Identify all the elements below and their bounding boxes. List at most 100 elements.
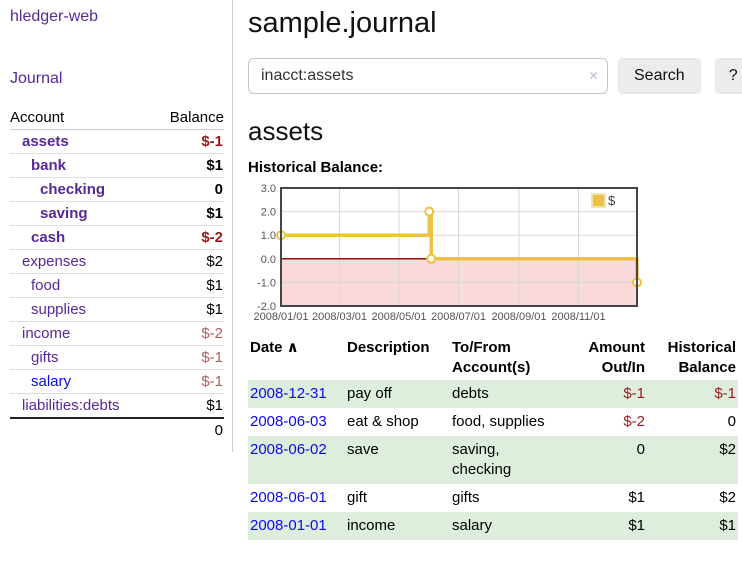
transaction-accounts: debts (450, 380, 562, 408)
register-row: 2008-06-01 gift gifts $1 $2 (248, 484, 738, 512)
account-balance: $1 (153, 297, 224, 322)
svg-text:2008/07/01: 2008/07/01 (431, 311, 486, 323)
historical-balance-chart: $3.0 2.0 1.0 0.0 -1.0 -2.0 2008/01/01 2008/03/0… (248, 184, 742, 324)
account-balance: $2 (153, 249, 224, 274)
svg-text:2008/11/01: 2008/11/01 (551, 311, 605, 323)
register-row: 2008-06-02 save saving, checking 0 $2 (248, 436, 738, 484)
accounts-table: Account Balance assets $-1 bank $1 checking 0… (10, 106, 224, 442)
account-link[interactable]: food (31, 277, 61, 294)
account-link[interactable]: saving (40, 205, 88, 222)
transaction-accounts: food, supplies (452, 413, 545, 430)
transaction-description: gift (347, 489, 368, 506)
account-link[interactable]: supplies (31, 301, 87, 318)
account-link[interactable]: expenses (22, 253, 87, 270)
page: hledger-web Journal Account Balance asse… (0, 0, 742, 540)
account-balance: $1 (153, 273, 224, 298)
account-row: expenses $2 (10, 249, 224, 274)
account-row: supplies $1 (10, 297, 224, 322)
svg-text:2008/05/01: 2008/05/01 (371, 311, 426, 323)
register-header-description: Description (347, 339, 430, 356)
svg-text:2.0: 2.0 (261, 207, 276, 219)
account-link[interactable]: income (22, 325, 71, 342)
account-balance: $1 (153, 153, 224, 178)
transaction-balance: $-1 (647, 380, 738, 408)
help-button[interactable]: ? (714, 58, 742, 94)
transaction-date-link[interactable]: 2008-12-31 (250, 385, 327, 402)
account-link[interactable]: salary (31, 373, 72, 390)
svg-text:-2.0: -2.0 (257, 301, 276, 313)
account-row: gifts $-1 (10, 345, 224, 370)
account-link[interactable]: liabilities:debts (22, 397, 120, 414)
svg-text:2008/09/01: 2008/09/01 (491, 311, 546, 323)
account-link[interactable]: cash (31, 229, 66, 246)
register-row: 2008-12-31 pay off debts $-1 $-1 (248, 380, 738, 408)
register-header-historical: Historical Balance (667, 339, 736, 376)
account-link[interactable]: assets (22, 133, 69, 150)
accounts-header-balance: Balance (153, 106, 224, 130)
account-row: income $-2 (10, 321, 224, 346)
transaction-balance: $2 (647, 436, 738, 484)
transaction-amount: $-1 (562, 380, 647, 408)
transaction-amount: $-2 (623, 413, 645, 430)
svg-text:2008/03/01: 2008/03/01 (312, 311, 367, 323)
search-button[interactable]: Search (618, 58, 701, 94)
sort-ascending-icon[interactable]: ∧ (282, 339, 299, 356)
main-content: sample.journal × Search ? assets Histori… (233, 0, 742, 540)
svg-text:0.0: 0.0 (261, 254, 276, 266)
account-balance: $-1 (153, 369, 224, 394)
account-balance: $-1 (153, 345, 224, 370)
sidebar-item-journal[interactable]: Journal (10, 70, 63, 87)
transaction-date-link[interactable]: 2008-06-01 (250, 489, 327, 506)
transaction-date-link[interactable]: 2008-01-01 (250, 517, 327, 534)
register-header-tofrom: To/From Account(s) (452, 339, 531, 376)
account-link[interactable]: checking (40, 181, 106, 198)
svg-text:3.0: 3.0 (261, 184, 276, 195)
transaction-description: eat & shop (347, 413, 419, 430)
svg-text:1.0: 1.0 (261, 230, 276, 242)
account-row: checking 0 (10, 177, 224, 202)
transaction-balance: $2 (719, 489, 736, 506)
brand-link[interactable]: hledger-web (10, 8, 99, 25)
clear-search-icon[interactable]: × (589, 67, 598, 85)
sidebar: hledger-web Journal Account Balance asse… (0, 0, 233, 452)
transaction-accounts: salary (450, 512, 562, 540)
search-form: × Search ? (248, 58, 742, 94)
transaction-date-link[interactable]: 2008-06-03 (250, 413, 327, 430)
account-row: assets $-1 (10, 130, 224, 154)
search-input-wrap: × (248, 58, 608, 94)
account-link[interactable]: gifts (31, 349, 59, 366)
transaction-amount: $1 (562, 512, 647, 540)
register-header-date[interactable]: Date ∧ (250, 339, 299, 356)
search-input[interactable] (248, 58, 608, 94)
account-balance: $1 (153, 201, 224, 226)
account-row: salary $-1 (10, 369, 224, 394)
register-header-amount: Amount Out/In (588, 339, 645, 376)
transaction-date-link[interactable]: 2008-06-02 (250, 441, 327, 458)
account-row: liabilities:debts $1 (10, 393, 224, 418)
account-balance: $-2 (153, 225, 224, 250)
account-link[interactable]: bank (31, 157, 67, 174)
accounts-total-row: 0 (10, 417, 224, 442)
account-row: bank $1 (10, 153, 224, 178)
transaction-amount: $1 (628, 489, 645, 506)
transaction-balance: 0 (727, 413, 736, 430)
chart-title: Historical Balance: (248, 159, 384, 176)
transaction-balance: $1 (647, 512, 738, 540)
account-heading: assets (248, 116, 324, 146)
account-balance: $1 (153, 393, 224, 418)
account-balance: 0 (153, 177, 224, 202)
transaction-accounts: gifts (452, 489, 480, 506)
accounts-total-value: 0 (153, 417, 224, 442)
register-row: 2008-06-03 eat & shop food, supplies $-2 0 (248, 408, 738, 436)
register-row: 2008-01-01 income salary $1 $1 (248, 512, 738, 540)
register-table: Date ∧ Description To/From Account(s) Amount… (248, 336, 738, 540)
transaction-accounts: saving, checking (450, 436, 562, 484)
svg-text:-1.0: -1.0 (257, 277, 276, 289)
svg-text:$: $ (608, 193, 616, 208)
page-title: sample.journal (248, 7, 437, 39)
account-row: cash $-2 (10, 225, 224, 250)
transaction-description: save (345, 436, 450, 484)
svg-text:2008/01/01: 2008/01/01 (253, 311, 308, 323)
accounts-header-account: Account (10, 106, 154, 130)
